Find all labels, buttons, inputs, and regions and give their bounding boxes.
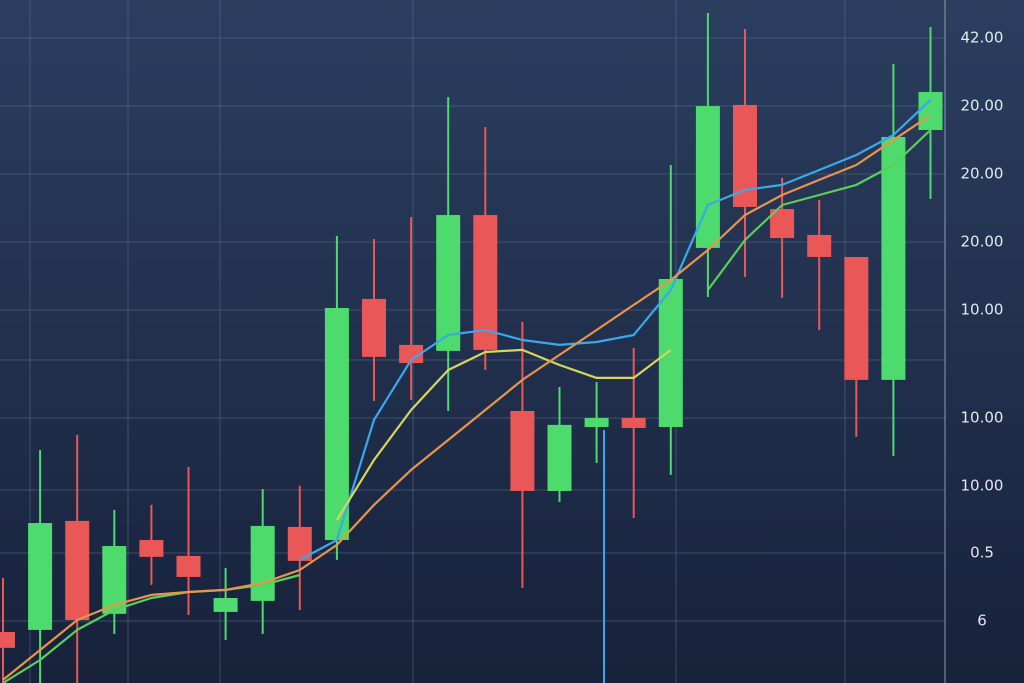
y-tick-label: 10.00 xyxy=(961,409,1004,427)
candle-body xyxy=(139,540,164,557)
y-tick-label: 42.00 xyxy=(961,29,1004,47)
candle-body xyxy=(213,597,238,612)
moving-average-line xyxy=(2,129,932,683)
candle-body xyxy=(844,256,869,380)
candle-body xyxy=(621,417,646,428)
candle-body xyxy=(584,417,609,427)
candle-body xyxy=(28,523,53,630)
candle-body xyxy=(324,307,349,541)
grid xyxy=(0,0,946,683)
candle-body xyxy=(436,215,461,351)
y-tick-label: 20.00 xyxy=(961,165,1004,183)
y-tick-label: 10.00 xyxy=(961,477,1004,495)
moving-average-line xyxy=(299,99,932,561)
candle-body xyxy=(807,234,832,257)
y-tick-label: 20.00 xyxy=(961,97,1004,115)
moving-average-line xyxy=(2,114,932,681)
y-axis-labels: 42.00 20.00 20.00 20.00 10.00 10.00 10.00 0.5 6 xyxy=(961,29,1004,630)
candles xyxy=(0,12,943,683)
candle-body xyxy=(918,91,943,131)
candle-body xyxy=(250,525,275,601)
candle-body xyxy=(473,215,498,350)
y-tick-label: 0.5 xyxy=(970,544,994,562)
candle-body xyxy=(881,136,906,380)
candle-body xyxy=(547,424,572,491)
candle-body xyxy=(65,520,90,621)
overlay-lines xyxy=(2,99,932,683)
y-tick-label: 6 xyxy=(977,612,987,630)
candle-body xyxy=(0,631,15,648)
moving-average-line xyxy=(335,348,672,521)
candle-body xyxy=(510,410,535,491)
y-tick-label: 10.00 xyxy=(961,301,1004,319)
candle-body xyxy=(733,104,757,207)
y-tick-label: 20.00 xyxy=(961,233,1004,251)
candle-body xyxy=(362,298,386,357)
candle-body xyxy=(658,278,683,427)
candle-body xyxy=(176,555,201,577)
candle-body xyxy=(399,344,424,364)
